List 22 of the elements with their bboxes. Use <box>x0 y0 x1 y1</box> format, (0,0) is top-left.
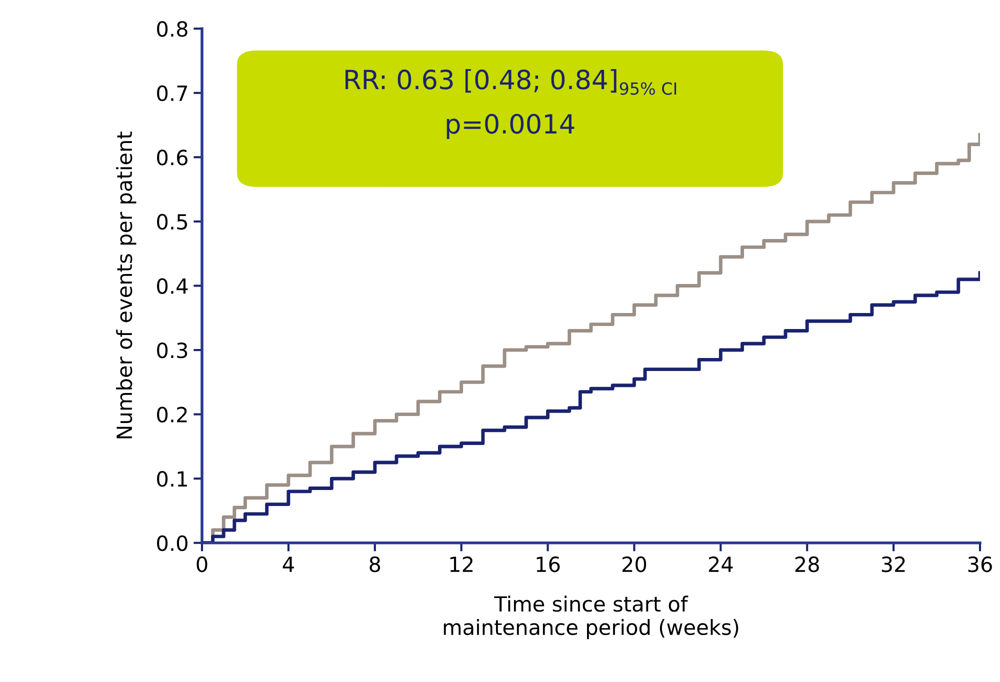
x-tick-label: 24 <box>708 556 733 572</box>
y-tick-label: 0.7 <box>157 85 188 102</box>
x-tick-label: 0 <box>196 556 208 572</box>
x-tick-label: 20 <box>622 556 646 572</box>
x-axis-title: Time since start of maintenance period (weeks) <box>444 596 738 640</box>
y-tick-label: 0.0 <box>157 535 188 552</box>
y-tick-label: 0.1 <box>157 471 187 487</box>
x-tick-label: 36 <box>968 556 992 572</box>
x-tick-label: 4 <box>282 556 294 572</box>
x-tick-label: 32 <box>882 556 905 572</box>
y-tick-label: 0.2 <box>157 406 187 423</box>
y-tick-label: 0.4 <box>157 278 188 294</box>
annotation: p=0.0014 <box>446 114 574 139</box>
y-axis-title: Number of events per patient <box>116 132 136 438</box>
y-tick-label: 0.6 <box>157 150 188 166</box>
y-tick-label: 0.3 <box>157 342 188 358</box>
x-tick-label: 16 <box>536 556 560 572</box>
x-tick-label: 12 <box>450 556 472 572</box>
y-tick-label: 0.8 <box>157 21 188 37</box>
x-tick-label: 8 <box>370 556 380 572</box>
x-tick-label: 28 <box>795 556 819 572</box>
y-tick-label: 0.5 <box>157 214 187 230</box>
